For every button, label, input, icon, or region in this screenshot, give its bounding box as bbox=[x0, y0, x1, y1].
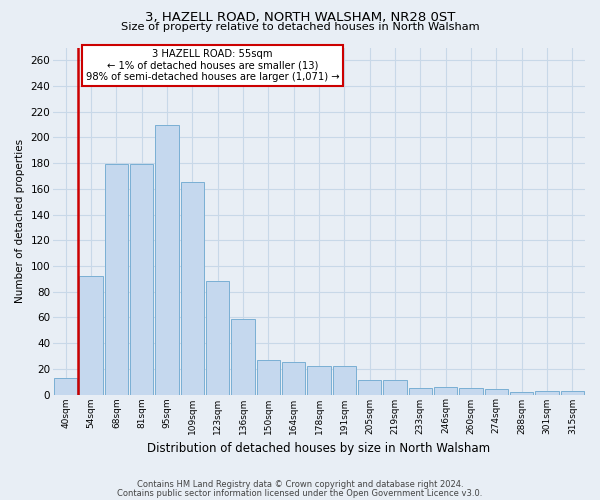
Bar bbox=[54, 378, 77, 394]
Bar bbox=[181, 182, 204, 394]
Text: 3 HAZELL ROAD: 55sqm
← 1% of detached houses are smaller (13)
98% of semi-detach: 3 HAZELL ROAD: 55sqm ← 1% of detached ho… bbox=[86, 49, 340, 82]
Bar bbox=[434, 387, 457, 394]
Bar bbox=[535, 390, 559, 394]
Text: Size of property relative to detached houses in North Walsham: Size of property relative to detached ho… bbox=[121, 22, 479, 32]
Bar bbox=[257, 360, 280, 394]
Bar bbox=[383, 380, 407, 394]
Bar bbox=[560, 390, 584, 394]
Bar bbox=[130, 164, 154, 394]
Bar bbox=[460, 388, 482, 394]
X-axis label: Distribution of detached houses by size in North Walsham: Distribution of detached houses by size … bbox=[148, 442, 491, 455]
Text: 3, HAZELL ROAD, NORTH WALSHAM, NR28 0ST: 3, HAZELL ROAD, NORTH WALSHAM, NR28 0ST bbox=[145, 11, 455, 24]
Bar bbox=[409, 388, 432, 394]
Text: Contains HM Land Registry data © Crown copyright and database right 2024.: Contains HM Land Registry data © Crown c… bbox=[137, 480, 463, 489]
Bar bbox=[79, 276, 103, 394]
Bar bbox=[358, 380, 382, 394]
Bar bbox=[333, 366, 356, 394]
Text: Contains public sector information licensed under the Open Government Licence v3: Contains public sector information licen… bbox=[118, 488, 482, 498]
Bar bbox=[232, 318, 255, 394]
Bar bbox=[510, 392, 533, 394]
Bar bbox=[206, 282, 229, 395]
Y-axis label: Number of detached properties: Number of detached properties bbox=[15, 139, 25, 303]
Bar bbox=[485, 390, 508, 394]
Bar bbox=[307, 366, 331, 394]
Bar bbox=[105, 164, 128, 394]
Bar bbox=[282, 362, 305, 394]
Bar bbox=[155, 124, 179, 394]
